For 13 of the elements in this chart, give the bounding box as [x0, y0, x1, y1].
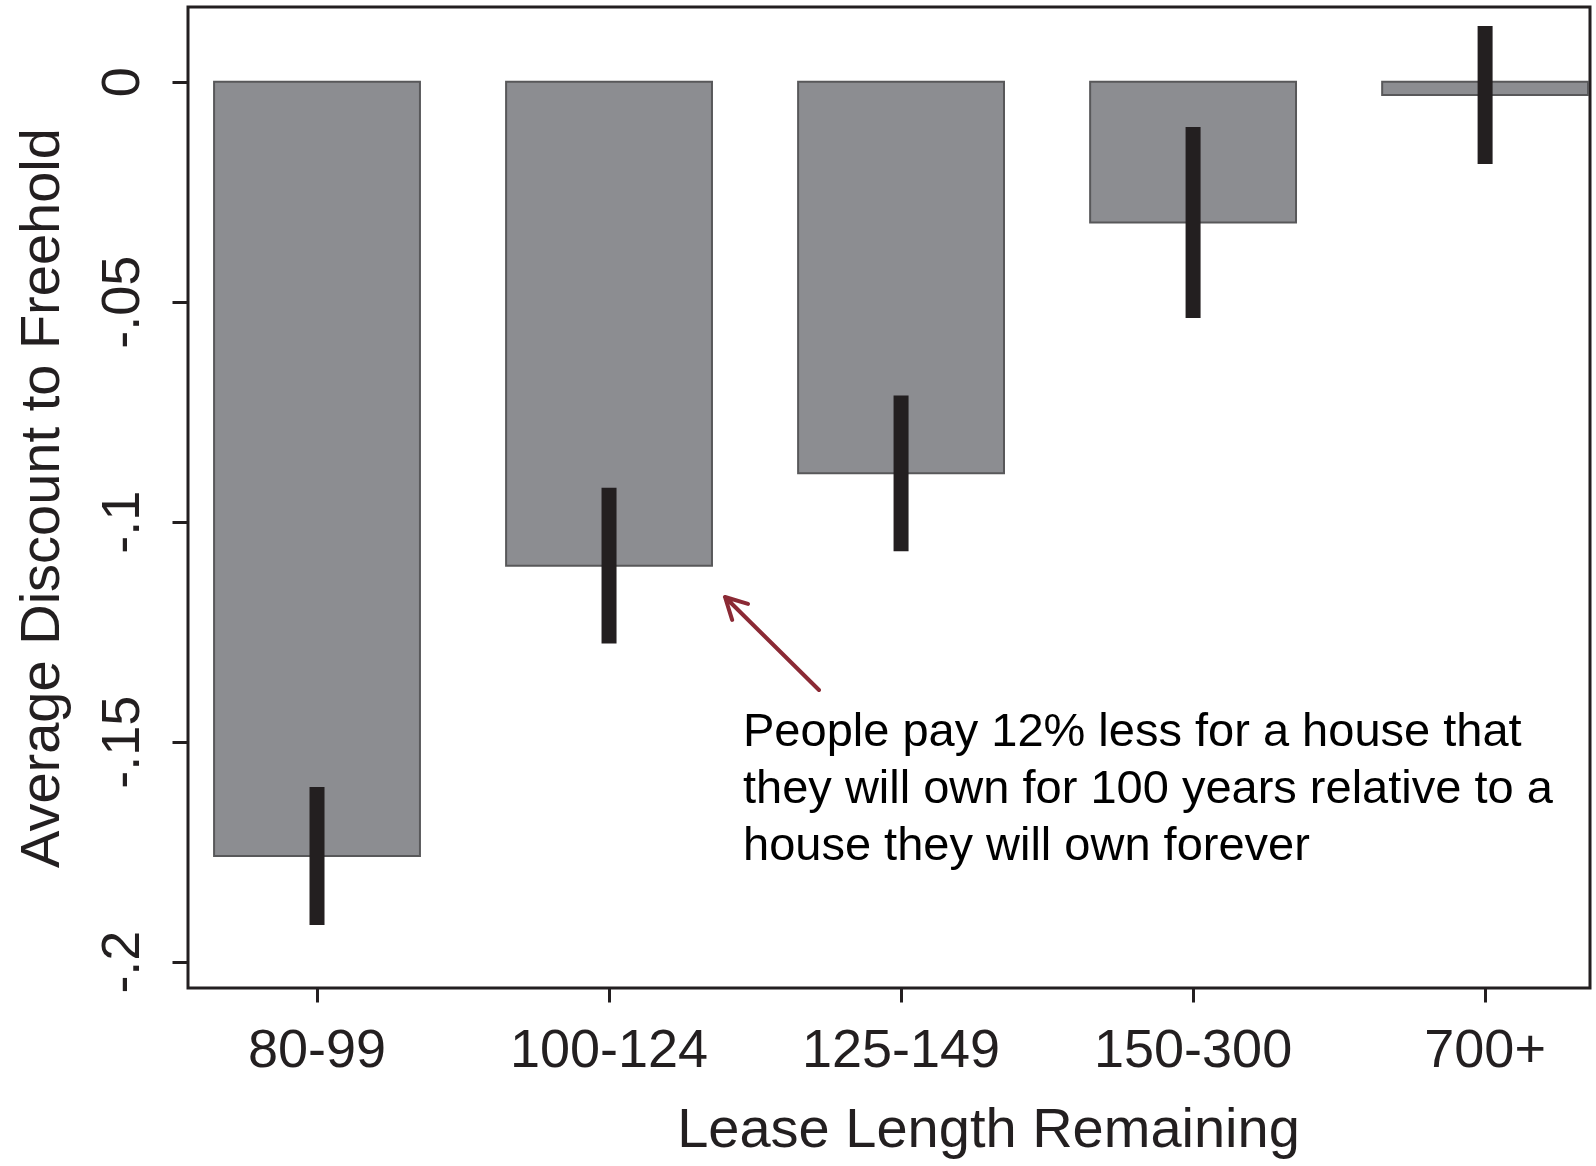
x-axis-title: Lease Length Remaining	[677, 1095, 1300, 1159]
x-tick-label: 150-300	[1093, 1017, 1293, 1078]
y-tick-label: 0	[89, 67, 150, 98]
x-tick-label: 700+	[1424, 1017, 1546, 1078]
y-tick-label: -.1	[89, 490, 150, 554]
y-tick-label: -.05	[89, 255, 150, 349]
annotation: People pay 12% less for a house that they will own for 100 years relative to a house they will own forever	[743, 703, 1554, 870]
y-tick-label: -.15	[89, 695, 150, 789]
y-axis-title: Average Discount to Freehold	[7, 128, 71, 868]
y-tick-label: -.2	[89, 930, 150, 994]
x-tick-label: 125-149	[801, 1017, 1001, 1078]
x-tick-label: 100-124	[509, 1017, 709, 1078]
x-tick-label: 80-99	[247, 1017, 387, 1078]
